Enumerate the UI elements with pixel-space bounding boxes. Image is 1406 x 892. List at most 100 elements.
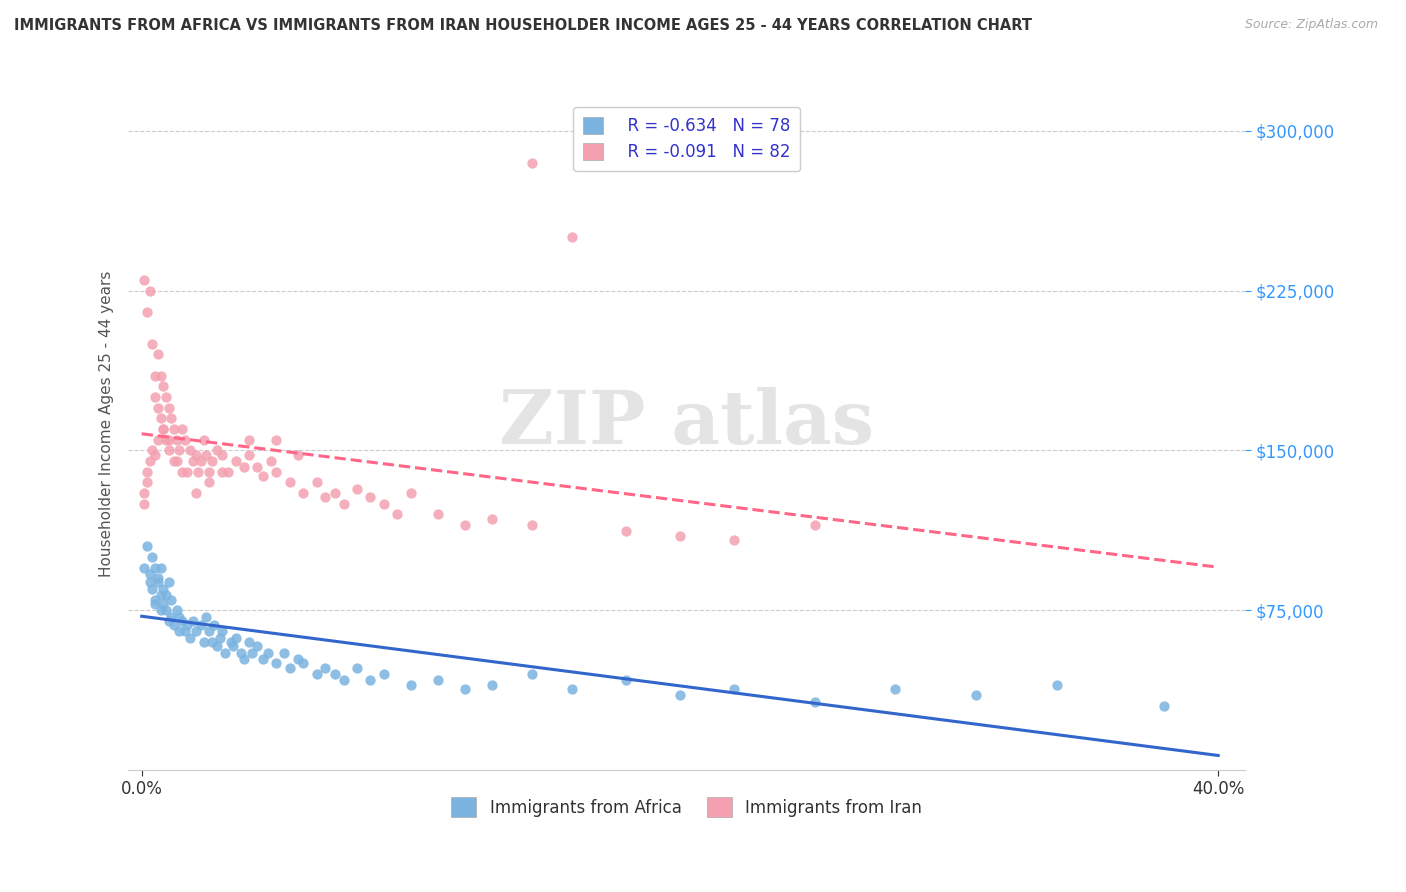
Point [152, 422, 174, 436]
Point [146, 575, 169, 590]
Point [453, 517, 475, 532]
Point [136, 475, 159, 490]
Point [184, 486, 207, 500]
Point [669, 528, 692, 542]
Point [292, 657, 315, 671]
Point [373, 667, 395, 681]
Point [222, 640, 245, 654]
Point [1046, 678, 1069, 692]
Point [134, 497, 156, 511]
Point [614, 524, 637, 539]
Point [373, 497, 395, 511]
Point [399, 678, 422, 692]
Point [134, 560, 156, 574]
Point [201, 454, 224, 468]
Point [211, 448, 233, 462]
Point [169, 624, 191, 639]
Point [399, 486, 422, 500]
Point [214, 646, 236, 660]
Point [225, 454, 247, 468]
Point [163, 422, 186, 436]
Point [305, 667, 328, 681]
Point [143, 368, 166, 383]
Point [240, 646, 263, 660]
Point [184, 448, 207, 462]
Point [332, 673, 354, 688]
Point [143, 390, 166, 404]
Point [426, 673, 449, 688]
Point [305, 475, 328, 490]
Point [169, 443, 191, 458]
Point [163, 454, 186, 468]
Point [141, 336, 163, 351]
Point [146, 433, 169, 447]
Point [190, 618, 212, 632]
Point [965, 689, 987, 703]
Point [152, 597, 174, 611]
Point [1153, 699, 1175, 714]
Point [453, 681, 475, 696]
Point [166, 454, 188, 468]
Point [139, 566, 162, 581]
Point [260, 454, 283, 468]
Point [141, 443, 163, 458]
Point [149, 368, 172, 383]
Point [155, 603, 177, 617]
Point [346, 661, 368, 675]
Point [173, 433, 195, 447]
Point [157, 401, 180, 415]
Point [238, 635, 260, 649]
Point [160, 592, 183, 607]
Point [219, 635, 242, 649]
Point [136, 305, 159, 319]
Point [669, 689, 692, 703]
Point [166, 433, 188, 447]
Point [181, 614, 204, 628]
Point [208, 631, 231, 645]
Point [155, 433, 177, 447]
Point [155, 588, 177, 602]
Point [141, 582, 163, 596]
Point [139, 575, 162, 590]
Point [561, 681, 583, 696]
Point [190, 454, 212, 468]
Point [803, 517, 825, 532]
Text: ZIP atlas: ZIP atlas [499, 387, 875, 460]
Point [481, 678, 503, 692]
Point [149, 411, 172, 425]
Point [139, 284, 162, 298]
Point [884, 681, 907, 696]
Point [520, 517, 543, 532]
Point [292, 486, 315, 500]
Point [481, 511, 503, 525]
Point [233, 460, 256, 475]
Point [723, 681, 745, 696]
Point [143, 592, 166, 607]
Point [520, 667, 543, 681]
Point [134, 273, 156, 287]
Point [157, 614, 180, 628]
Point [257, 646, 280, 660]
Point [346, 482, 368, 496]
Point [170, 614, 193, 628]
Point [134, 486, 156, 500]
Point [160, 411, 183, 425]
Point [426, 508, 449, 522]
Point [264, 657, 287, 671]
Point [278, 475, 301, 490]
Point [179, 631, 201, 645]
Point [170, 465, 193, 479]
Point [359, 673, 381, 688]
Point [238, 433, 260, 447]
Point [187, 465, 209, 479]
Point [176, 465, 198, 479]
Point [146, 347, 169, 361]
Point [359, 490, 381, 504]
Point [287, 652, 309, 666]
Point [141, 549, 163, 564]
Point [217, 465, 239, 479]
Point [332, 497, 354, 511]
Point [166, 603, 188, 617]
Text: IMMIGRANTS FROM AFRICA VS IMMIGRANTS FROM IRAN HOUSEHOLDER INCOME AGES 25 - 44 Y: IMMIGRANTS FROM AFRICA VS IMMIGRANTS FRO… [14, 18, 1032, 33]
Point [163, 618, 186, 632]
